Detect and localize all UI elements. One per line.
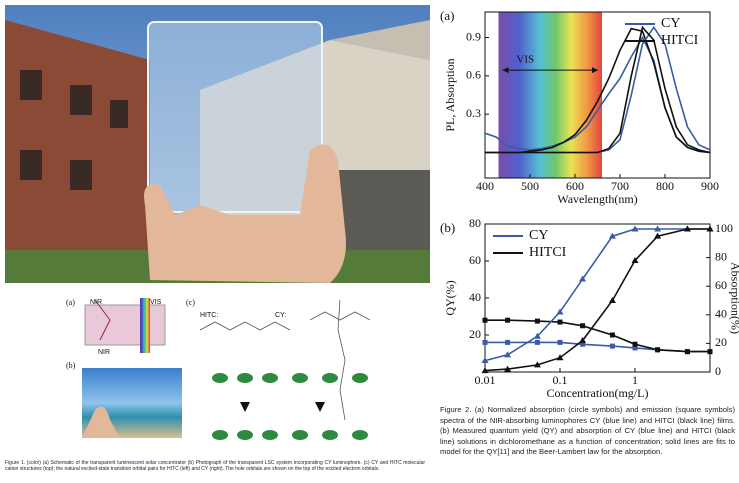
x-tick-label: 700: [611, 179, 629, 193]
data-point: [504, 351, 511, 357]
figure-label: HITC:: [200, 312, 218, 319]
y2-axis-label: Absorption(%): [728, 262, 739, 334]
data-point: [685, 349, 690, 354]
data-point: [483, 340, 488, 345]
x-tick-label: 1: [632, 373, 638, 387]
y-tick-label: 0.9: [466, 29, 481, 43]
y-tick-label: 40: [469, 290, 481, 304]
y2-tick-label: 20: [715, 335, 727, 349]
data-point: [535, 319, 540, 324]
y-axis-label: PL, Absorption: [443, 58, 457, 131]
legend-label: CY: [529, 228, 548, 243]
y2-tick-label: 40: [715, 307, 727, 321]
data-point: [505, 340, 510, 345]
data-point: [655, 347, 660, 352]
data-point: [558, 320, 563, 325]
band-label: VIS: [516, 54, 534, 66]
data-point: [708, 349, 713, 354]
x-tick-label: 800: [656, 179, 674, 193]
page: (a)(b)(c)NIRVISNIRHITC:CY: (a)VIS4005006…: [0, 0, 739, 483]
series-line: [485, 320, 710, 351]
data-point: [580, 323, 585, 328]
legend-label: HITCI: [529, 245, 567, 260]
series-line: [485, 229, 710, 371]
x-axis-label: Concentration(mg/L): [547, 386, 649, 400]
y-tick-label: 60: [469, 253, 481, 267]
y-tick-label: 20: [469, 327, 481, 341]
panel-label: (b): [440, 220, 455, 235]
x-tick-label: 400: [476, 179, 494, 193]
photo: [5, 5, 430, 283]
figure-1: [82, 298, 370, 440]
x-axis-label: Wavelength(nm): [557, 192, 637, 206]
y2-tick-label: 60: [715, 278, 727, 292]
figure-label: VIS: [150, 299, 162, 306]
x-tick-label: 600: [566, 179, 584, 193]
figure-1-caption: Figure 1. (color) (a) Schematic of the t…: [5, 460, 425, 472]
data-point: [610, 333, 615, 338]
x-tick-label: 0.01: [475, 373, 496, 387]
data-point: [609, 297, 616, 303]
data-point: [633, 342, 638, 347]
y2-tick-label: 0: [715, 364, 721, 378]
y-tick-label: 0.3: [466, 106, 481, 120]
figure-label: CY:: [275, 312, 286, 319]
data-point: [505, 318, 510, 323]
y2-tick-label: 100: [715, 221, 733, 235]
data-point: [483, 318, 488, 323]
legend-label: HITCI: [661, 33, 699, 48]
x-tick-label: 0.1: [553, 373, 568, 387]
plot-frame: [485, 224, 710, 372]
panel-label: (c): [186, 298, 195, 307]
legend-label: CY: [661, 16, 680, 31]
y-tick-label: 0.6: [466, 68, 481, 82]
y-axis-label: QY(%): [443, 280, 457, 315]
panel-label: (a): [440, 8, 454, 23]
panel-label: (b): [66, 361, 76, 370]
y2-tick-label: 80: [715, 249, 727, 263]
panel-label: (a): [66, 298, 75, 307]
x-tick-label: 500: [521, 179, 539, 193]
data-point: [558, 340, 563, 345]
data-point: [535, 340, 540, 345]
figure-2-caption: Figure 2. (a) Normalized absorption (cir…: [440, 405, 735, 458]
data-point: [610, 344, 615, 349]
figure-label: NIR: [90, 299, 102, 306]
y-tick-label: 80: [469, 216, 481, 230]
figure-label: NIR: [98, 349, 110, 356]
x-tick-label: 900: [701, 179, 719, 193]
series-line: [485, 229, 710, 361]
